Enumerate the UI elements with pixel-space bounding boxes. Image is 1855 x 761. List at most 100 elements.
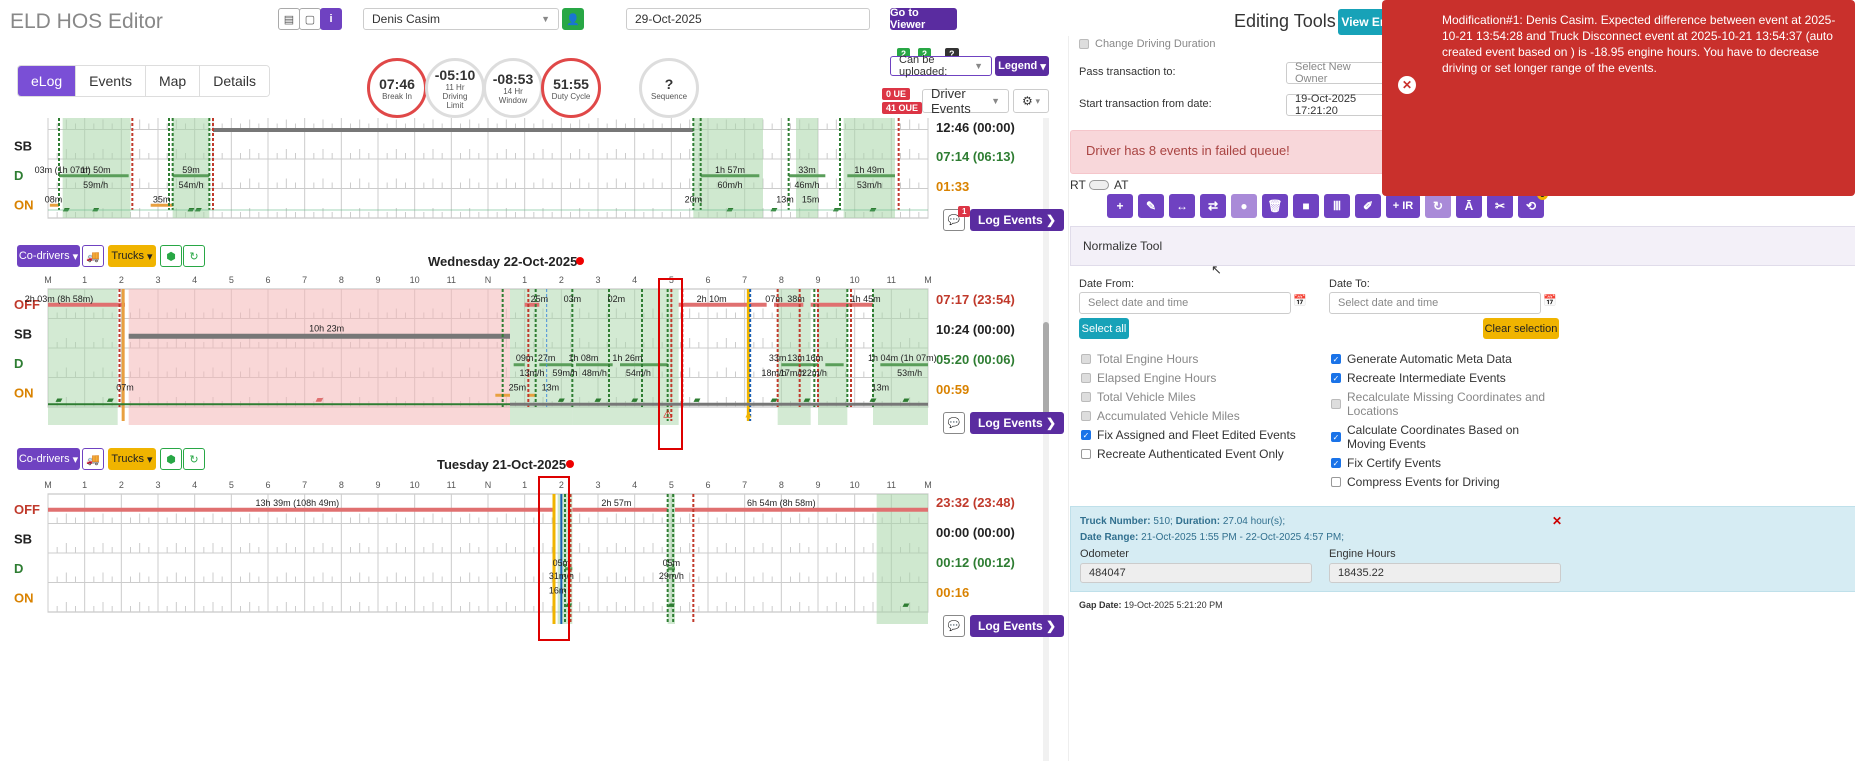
tab-details[interactable]: Details bbox=[200, 66, 269, 96]
option-checkbox[interactable]: Recalculate Missing Coordinates and Loca… bbox=[1331, 390, 1561, 418]
checkbox[interactable] bbox=[1079, 39, 1089, 49]
tool-button[interactable]: ✂ bbox=[1487, 194, 1513, 218]
owner-select[interactable]: Select New Owner bbox=[1286, 61, 1386, 85]
hour-label: 8 bbox=[339, 275, 344, 285]
checkbox[interactable] bbox=[1081, 354, 1091, 364]
scrollbar-thumb[interactable] bbox=[1043, 322, 1049, 422]
clear-selection-button[interactable]: Clear selection bbox=[1483, 318, 1559, 339]
date-from-input[interactable]: Select date and time bbox=[1079, 292, 1291, 314]
checkbox[interactable] bbox=[1081, 392, 1091, 402]
checkbox[interactable]: ✓ bbox=[1081, 430, 1091, 440]
duration-label: 16m bbox=[549, 585, 567, 595]
android-icon[interactable]: ⬢ bbox=[160, 448, 182, 470]
tool-button[interactable]: ↔ bbox=[1169, 194, 1195, 218]
hour-label: 8 bbox=[339, 480, 344, 490]
option-checkbox[interactable]: Elapsed Engine Hours bbox=[1081, 371, 1321, 385]
date-to-input[interactable]: Select date and time bbox=[1329, 292, 1541, 314]
codrivers-button[interactable]: Co-drivers ▾ bbox=[17, 448, 80, 470]
comment-icon[interactable]: 💬 bbox=[943, 412, 965, 434]
engine-hours-input[interactable]: 18435.22 bbox=[1329, 563, 1561, 583]
view-errors-button[interactable]: View Er bbox=[1338, 9, 1388, 35]
tool-button[interactable]: ⟲3 bbox=[1518, 189, 1548, 218]
tool-button[interactable]: ■ bbox=[1293, 194, 1319, 218]
checkbox[interactable] bbox=[1331, 399, 1341, 409]
start-date-input[interactable]: 19-Oct-2025 17:21:20 bbox=[1286, 93, 1386, 117]
trucks-button[interactable]: Trucks ▾ bbox=[108, 245, 156, 267]
tool-button[interactable]: Ā bbox=[1456, 194, 1482, 218]
duration-label: 13m bbox=[542, 382, 560, 392]
android-icon[interactable]: ⬢ bbox=[160, 245, 182, 267]
odometer-input[interactable]: 484047 bbox=[1080, 563, 1312, 583]
duration-label: 6h 54m (8h 58m) bbox=[747, 498, 816, 508]
tool-button[interactable]: ↻ bbox=[1425, 194, 1451, 218]
tool-button[interactable]: ⇄ bbox=[1200, 194, 1226, 218]
option-checkbox[interactable]: ✓ Recreate Intermediate Events bbox=[1331, 371, 1561, 385]
option-checkbox[interactable]: ✓ Fix Assigned and Fleet Edited Events bbox=[1081, 428, 1321, 442]
truck-icon[interactable]: 🚚 bbox=[82, 448, 104, 470]
total-d: 05:20 (00:06) bbox=[936, 352, 1015, 367]
legend-button[interactable]: Legend ▾ bbox=[995, 56, 1049, 76]
tool-button[interactable]: Ⅲ bbox=[1324, 194, 1350, 218]
close-icon[interactable]: ✕ bbox=[1552, 514, 1563, 528]
refresh-icon[interactable]: ↻ bbox=[183, 245, 205, 267]
checkbox[interactable] bbox=[1081, 411, 1091, 421]
hour-label: 5 bbox=[669, 480, 674, 490]
log-events-button[interactable]: Log Events ❯ bbox=[970, 209, 1065, 231]
checkbox[interactable] bbox=[1081, 449, 1091, 459]
codrivers-button[interactable]: Co-drivers ▾ bbox=[17, 245, 80, 267]
tool-button[interactable]: 🗑 bbox=[1262, 194, 1288, 218]
option-checkbox[interactable]: ✓ Calculate Coordinates Based on Moving E… bbox=[1331, 423, 1561, 451]
tab-map[interactable]: Map bbox=[145, 66, 201, 96]
log-events-button[interactable]: Log Events ❯ bbox=[970, 412, 1065, 434]
checkbox[interactable]: ✓ bbox=[1331, 458, 1341, 468]
tool-button[interactable]: ✎ bbox=[1138, 194, 1164, 218]
hour-label: 1 bbox=[522, 275, 527, 285]
tool-button[interactable]: ● bbox=[1231, 194, 1257, 218]
option-checkbox[interactable]: Recreate Authenticated Event Only bbox=[1081, 447, 1321, 461]
log-events-button[interactable]: Log Events ❯ bbox=[970, 615, 1065, 637]
option-checkbox[interactable]: Accumulated Vehicle Miles bbox=[1081, 409, 1321, 423]
comment-icon[interactable]: 💬 bbox=[943, 615, 965, 637]
truck-icon[interactable]: 🚚 bbox=[82, 245, 104, 267]
row-label-on: ON bbox=[14, 590, 34, 605]
driver-profile-button[interactable]: 👤 bbox=[562, 8, 584, 30]
go-to-viewer-button[interactable]: Go to Viewer bbox=[890, 7, 957, 31]
error-icon[interactable]: ✕ bbox=[1398, 76, 1416, 94]
select-all-button[interactable]: Select all bbox=[1079, 318, 1129, 339]
calendar-icon[interactable]: 📅 bbox=[1293, 295, 1307, 307]
hour-label: 11 bbox=[447, 275, 456, 285]
rt-at-toggle[interactable] bbox=[1089, 180, 1109, 190]
option-checkbox[interactable]: ✓ Generate Automatic Meta Data bbox=[1331, 352, 1561, 366]
tool-button[interactable]: ✐ bbox=[1355, 194, 1381, 218]
tab-elog[interactable]: eLog bbox=[18, 66, 77, 96]
checkbox[interactable]: ✓ bbox=[1331, 373, 1341, 383]
refresh-icon[interactable]: ↻ bbox=[183, 448, 205, 470]
option-checkbox[interactable]: Compress Events for Driving bbox=[1331, 475, 1561, 489]
change-duration-option[interactable]: Change Driving Duration bbox=[1079, 38, 1215, 50]
checkbox[interactable]: ✓ bbox=[1331, 354, 1341, 364]
options-right: ✓ Generate Automatic Meta Data ✓ Recreate I… bbox=[1331, 352, 1561, 494]
checkbox[interactable] bbox=[1331, 477, 1341, 487]
upload-select[interactable]: Can be uploaded: ▼ bbox=[890, 54, 992, 78]
tool-button[interactable]: + IR bbox=[1386, 194, 1420, 218]
note-icon[interactable]: ▢ bbox=[299, 8, 321, 30]
tool-bar: +✎↔⇄●🗑■Ⅲ✐+ IR↻Ā✂⟲3 bbox=[1107, 189, 1548, 218]
shade-band bbox=[572, 289, 679, 425]
calendar-icon[interactable]: 📅 bbox=[1543, 295, 1557, 307]
driver-select[interactable]: Denis Casim ▼ bbox=[363, 8, 559, 30]
trucks-button[interactable]: Trucks ▾ bbox=[108, 448, 156, 470]
tab-events[interactable]: Events bbox=[76, 66, 146, 96]
checkbox[interactable]: ✓ bbox=[1331, 432, 1341, 442]
settings-dropdown[interactable]: ⚙ ▾ bbox=[1013, 89, 1049, 113]
info-button[interactable]: i bbox=[320, 8, 342, 30]
row-label-off: OFF bbox=[14, 297, 40, 312]
option-checkbox[interactable]: ✓ Fix Certify Events bbox=[1331, 456, 1561, 470]
scrollbar-track[interactable] bbox=[1043, 118, 1049, 761]
report-icon[interactable]: ▤ bbox=[278, 8, 300, 30]
option-checkbox[interactable]: Total Vehicle Miles bbox=[1081, 390, 1321, 404]
checkbox[interactable] bbox=[1081, 373, 1091, 383]
tool-button[interactable]: + bbox=[1107, 194, 1133, 218]
option-checkbox[interactable]: Total Engine Hours bbox=[1081, 352, 1321, 366]
date-input[interactable]: 29-Oct-2025 bbox=[626, 8, 870, 30]
driver-events-select[interactable]: Driver Events ▼ bbox=[922, 86, 1009, 116]
